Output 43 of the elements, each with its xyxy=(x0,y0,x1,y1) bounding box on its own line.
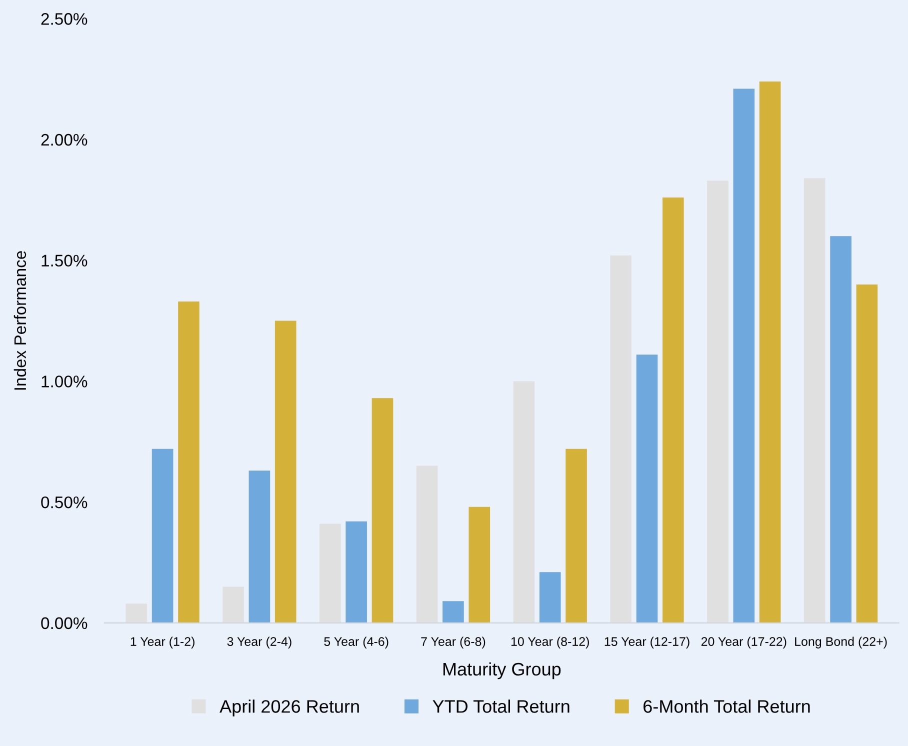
x-tick-label: Long Bond (22+) xyxy=(795,636,887,648)
bar xyxy=(566,448,587,623)
legend-label: April 2026 Return xyxy=(220,700,359,716)
bar xyxy=(416,466,438,623)
x-tick-label: 20 Year (17-22) xyxy=(701,636,786,648)
x-tick-label: 3 Year (2-4) xyxy=(227,636,292,648)
x-tick-label: 1 Year (1-2) xyxy=(130,636,194,648)
bar xyxy=(372,398,394,623)
y-tick-label: 0.00% xyxy=(41,617,88,630)
x-axis-title: Maturity Group xyxy=(443,662,561,680)
y-tick-label: 2.50% xyxy=(41,13,88,25)
y-tick-label: 1.00% xyxy=(42,376,88,388)
y-tick-label: 1.50% xyxy=(42,254,88,267)
y-axis-title: Index Performance xyxy=(14,251,26,390)
bar xyxy=(178,301,200,623)
bar xyxy=(442,601,464,623)
x-tick-label: 5 Year (4-6) xyxy=(324,636,388,648)
bar xyxy=(830,236,852,623)
x-tick-label: 15 Year (12-17) xyxy=(604,636,690,648)
bar xyxy=(856,284,878,623)
bar xyxy=(733,88,755,623)
bar xyxy=(222,586,244,623)
bar xyxy=(539,572,561,623)
x-tick-label: 10 Year (8-12) xyxy=(511,636,589,648)
legend-label: 6-Month Total Return xyxy=(644,700,810,713)
legend-label: YTD Total Return xyxy=(432,700,570,713)
bar xyxy=(707,180,728,623)
bar xyxy=(636,354,658,623)
bar xyxy=(662,198,684,623)
bar xyxy=(346,521,367,623)
bar xyxy=(513,381,535,623)
x-tick-label: 7 Year (6-8) xyxy=(421,636,486,648)
bar xyxy=(274,320,296,623)
bar xyxy=(759,81,781,623)
bar xyxy=(152,448,174,623)
bar xyxy=(804,178,826,623)
bar xyxy=(320,524,341,623)
y-tick-label: 2.00% xyxy=(41,134,88,146)
bar xyxy=(248,470,270,623)
bar xyxy=(610,256,632,623)
bar xyxy=(126,604,148,623)
bar xyxy=(468,506,490,623)
y-tick-label: 0.50% xyxy=(41,496,88,508)
